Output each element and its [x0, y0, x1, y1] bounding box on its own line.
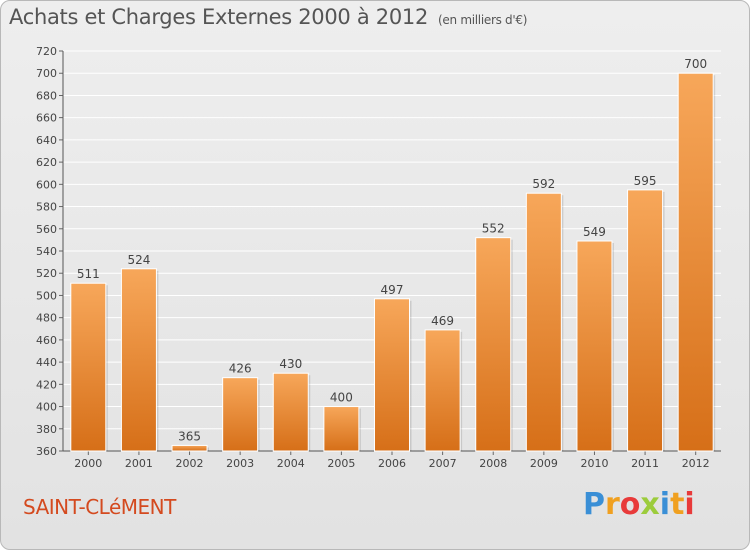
logo-letter: r [605, 487, 620, 522]
x-tick-label: 2011 [631, 457, 659, 470]
y-tick-label: 680 [36, 89, 57, 102]
commune-name: SAINT-CLéMENT [23, 495, 176, 519]
bars [70, 72, 716, 452]
bar-value-label: 426 [229, 362, 252, 376]
labels: 360 380 400 420 440 460 480 500 520 540 560 580 600 6… [36, 45, 710, 470]
bar-2000 [70, 282, 107, 452]
x-tick-label: 2007 [429, 457, 457, 470]
y-tick-label: 500 [36, 289, 57, 302]
bar-2012 [677, 72, 714, 452]
bar-value-label: 592 [532, 177, 555, 191]
y-tick-label: 600 [36, 178, 57, 191]
bar-value-label: 511 [77, 267, 100, 281]
bar-value-label: 365 [178, 429, 201, 443]
y-tick-label: 520 [36, 267, 57, 280]
bar-2002 [171, 444, 208, 452]
chart-title: Achats et Charges Externes 2000 à 2012 (e… [9, 5, 527, 29]
x-tick-label: 2012 [682, 457, 710, 470]
bar-2011 [627, 189, 664, 452]
logo-letter: i [659, 487, 671, 522]
bar-value-label: 400 [330, 391, 353, 405]
bar-2009 [525, 192, 562, 452]
x-tick-label: 2008 [479, 457, 507, 470]
logo-letter: x [640, 487, 660, 522]
x-tick-label: 2006 [378, 457, 406, 470]
x-tick-label: 2005 [327, 457, 355, 470]
x-tick-label: 2002 [176, 457, 204, 470]
y-tick-label: 540 [36, 245, 57, 258]
bar-value-label: 430 [279, 357, 302, 371]
x-tick-label: 2004 [277, 457, 305, 470]
bar-2006 [374, 298, 410, 452]
bar-2007 [424, 329, 461, 452]
y-tick-label: 360 [36, 445, 57, 458]
bar-value-label: 549 [583, 225, 606, 239]
bar-value-label: 595 [634, 174, 657, 188]
bar-2008 [475, 237, 512, 452]
bar-2010 [576, 240, 613, 452]
bar-value-label: 700 [684, 57, 707, 71]
bar-value-label: 552 [482, 222, 505, 236]
x-tick-label: 2009 [530, 457, 558, 470]
y-tick-label: 380 [36, 423, 57, 436]
chart-unit: (en milliers d'€) [438, 13, 528, 27]
y-tick-label: 620 [36, 156, 57, 169]
y-tick-label: 480 [36, 312, 57, 325]
x-tick-label: 2003 [226, 457, 254, 470]
x-tick-label: 2001 [125, 457, 153, 470]
x-tick-label: 2010 [580, 457, 608, 470]
logo-letter: P [583, 487, 605, 522]
y-tick-label: 440 [36, 356, 57, 369]
y-tick-label: 460 [36, 334, 57, 347]
y-tick-label: 560 [36, 223, 57, 236]
y-tick-label: 660 [36, 112, 57, 125]
y-tick-label: 700 [36, 67, 57, 80]
x-tick-label: 2000 [74, 457, 102, 470]
bar-2005 [323, 406, 360, 452]
bar-value-label: 469 [431, 314, 454, 328]
bar-value-label: 524 [127, 253, 150, 267]
logo-letter: i [684, 487, 695, 522]
y-tick-label: 640 [36, 134, 57, 147]
y-tick-label: 580 [36, 201, 57, 214]
bar-2004 [272, 372, 309, 452]
y-tick-label: 720 [36, 45, 57, 58]
bar-2001 [120, 268, 157, 452]
logo-letter: t [670, 487, 685, 522]
logo-letter: o [619, 487, 641, 522]
y-tick-label: 400 [36, 401, 57, 414]
y-tick-label: 420 [36, 378, 57, 391]
bar-2003 [222, 377, 259, 452]
chart-title-text: Achats et Charges Externes 2000 à 2012 [9, 5, 429, 29]
proxiti-logo: Proxiti [583, 487, 695, 522]
bar-value-label: 497 [381, 283, 404, 297]
